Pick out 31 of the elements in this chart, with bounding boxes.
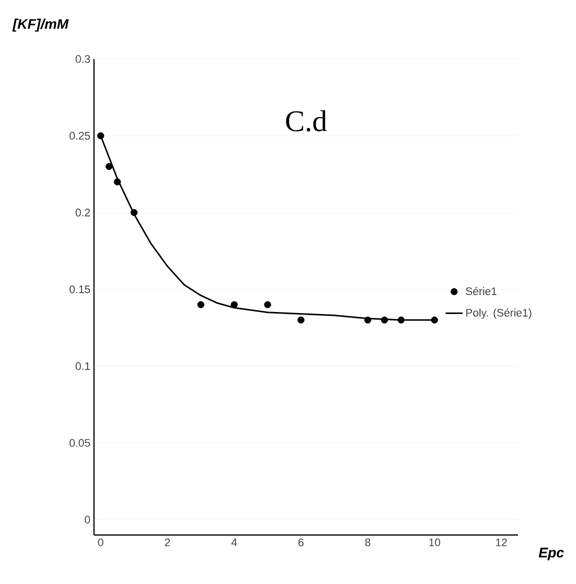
point (230, 301, 238, 308)
x-tick-label: 4 (231, 538, 237, 546)
point (97, 132, 104, 140)
point (197, 301, 204, 308)
y-tick-label: 0 (84, 516, 90, 524)
point (130, 209, 138, 216)
x-tick-label: 12 (496, 538, 507, 546)
point (380, 316, 388, 324)
x-tick-label: 0 (98, 538, 104, 546)
x-axis-title: Epc (538, 548, 564, 560)
y-tick-label: 0.05 (70, 439, 90, 447)
y-tick-label: 0.3 (76, 55, 90, 63)
legend-label: Série1 (466, 286, 497, 296)
x-tick-label: 6 (298, 538, 304, 546)
text: C.d (286, 110, 327, 132)
point (298, 316, 304, 324)
y-tick-label: 0.1 (76, 362, 90, 370)
point (364, 316, 372, 324)
y-axis-title: [KF]/mM (12, 18, 69, 32)
point (114, 178, 121, 186)
y-tick-label: 0.25 (70, 132, 90, 140)
x-tick-label: 2 (164, 538, 170, 546)
legend-label: Poly. (Série1) (466, 308, 532, 319)
x-tick-label: 8 (365, 538, 370, 546)
y-tick-label: 0.15 (70, 285, 90, 294)
point (431, 316, 438, 324)
point (106, 162, 113, 170)
point (398, 316, 405, 324)
point (264, 301, 272, 308)
y-tick-label: 0.2 (76, 208, 90, 216)
x-tick-label: 10 (429, 538, 440, 546)
